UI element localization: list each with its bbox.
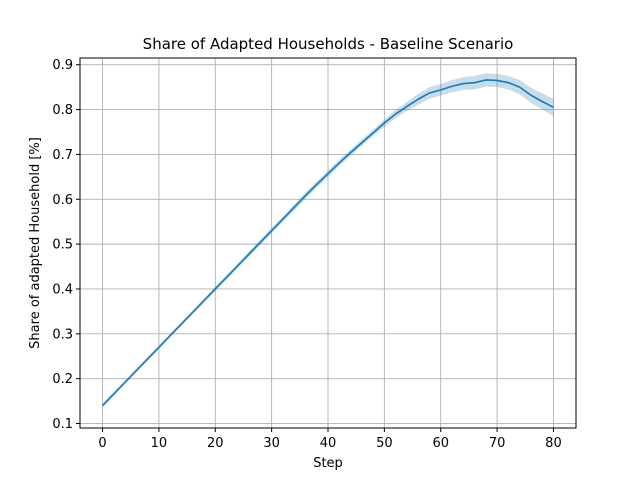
x-tick-label: 20 (207, 436, 224, 451)
y-tick-label: 0.1 (52, 417, 73, 432)
y-tick-label: 0.2 (52, 372, 73, 387)
y-tick-label: 0.5 (52, 238, 73, 253)
series-line-layer (101, 79, 554, 407)
series-line (101, 79, 554, 407)
y-axis-label: Share of adapted Household [%] (28, 137, 43, 349)
chart-title: Share of Adapted Households - Baseline S… (143, 35, 514, 53)
x-axis-label: Step (313, 456, 343, 471)
y-tick-label: 0.9 (52, 58, 73, 73)
x-tick-label: 80 (545, 436, 562, 451)
y-tick-label: 0.3 (52, 327, 73, 342)
x-tick-label: 30 (263, 436, 280, 451)
x-tick-label: 10 (151, 436, 168, 451)
x-tick-label: 60 (432, 436, 449, 451)
y-tick-label: 0.4 (52, 282, 73, 297)
x-tick-label: 0 (98, 436, 106, 451)
x-axis-ticks: 0 10 20 30 40 50 60 70 80 (98, 428, 562, 451)
grid-layer (80, 58, 576, 428)
y-tick-label: 0.6 (52, 193, 73, 208)
y-axis-ticks: 0.1 0.2 0.3 0.4 0.5 0.6 0.7 0.8 0.9 (52, 58, 80, 432)
x-tick-label: 50 (376, 436, 393, 451)
y-tick-label: 0.7 (52, 148, 73, 163)
x-tick-label: 70 (489, 436, 506, 451)
x-tick-label: 40 (320, 436, 337, 451)
y-tick-label: 0.8 (52, 103, 73, 118)
